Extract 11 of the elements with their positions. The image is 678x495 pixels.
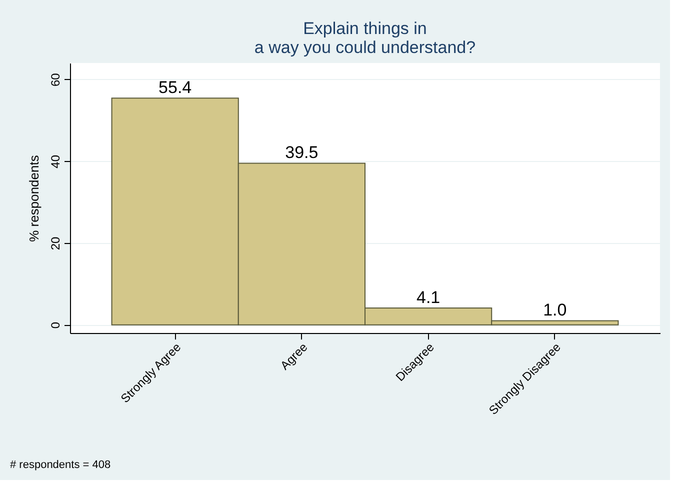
y-axis-title: % respondents bbox=[26, 154, 42, 242]
y-tick-label: 60 bbox=[48, 72, 62, 87]
y-tick-label: 0 bbox=[48, 322, 62, 329]
y-tick-label: 40 bbox=[48, 154, 62, 168]
data-label: 55.4 bbox=[158, 78, 192, 98]
data-label: 4.1 bbox=[416, 288, 440, 308]
text: # respondents = 408 bbox=[10, 459, 111, 471]
data-label: 1.0 bbox=[543, 300, 567, 320]
y-tick-label: 20 bbox=[48, 236, 62, 250]
chart-title: Explain things in a way you could understand? bbox=[254, 19, 476, 57]
data-label: 39.5 bbox=[285, 143, 318, 162]
